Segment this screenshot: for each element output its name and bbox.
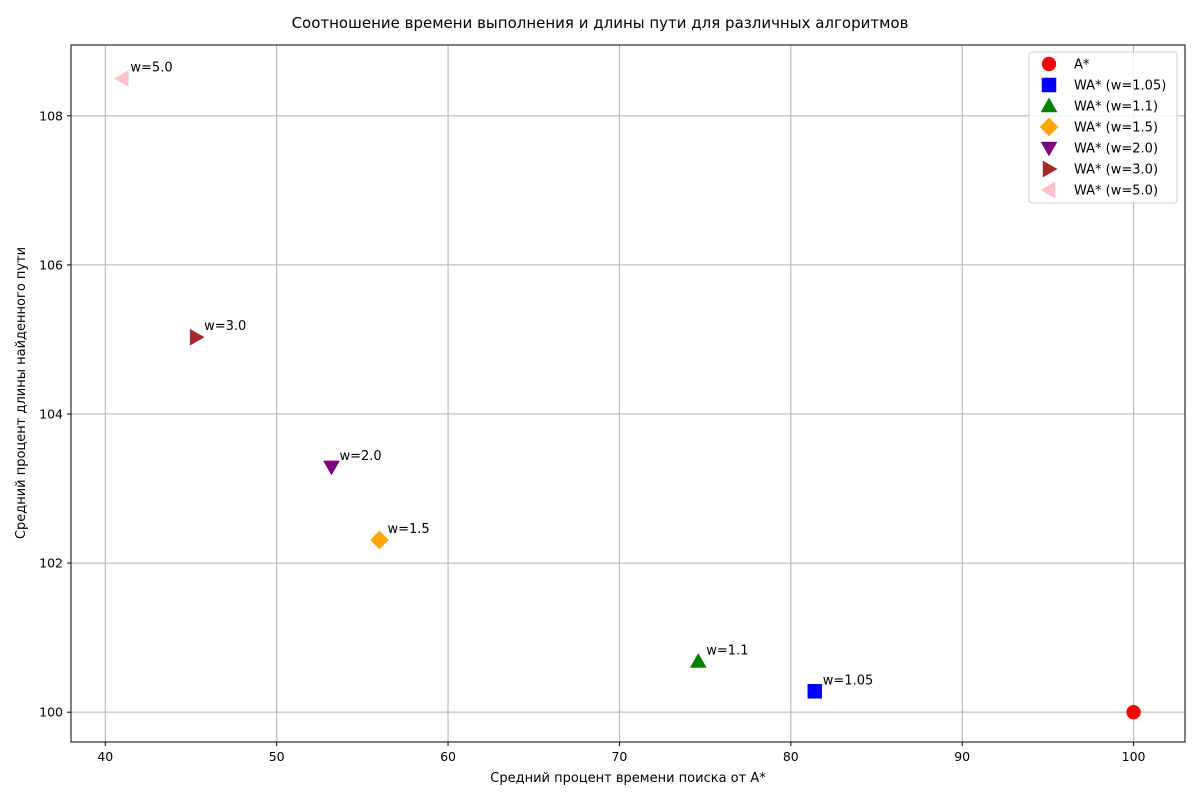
data-point xyxy=(323,460,340,476)
point-annotation: w=1.1 xyxy=(706,643,748,658)
point-annotation: w=1.05 xyxy=(823,673,873,688)
data-point xyxy=(807,684,823,699)
legend-marker xyxy=(1042,160,1058,178)
legend-label: A* xyxy=(1074,58,1090,73)
legend-label: WA* (w=2.0) xyxy=(1074,142,1158,157)
x-tick-label: 100 xyxy=(1122,749,1146,764)
legend-marker xyxy=(1039,117,1059,137)
x-tick-label: 90 xyxy=(954,749,970,764)
grid xyxy=(71,45,1185,742)
point-annotation: w=5.0 xyxy=(130,61,172,76)
legend-marker xyxy=(1040,141,1058,157)
point-annotation: w=1.5 xyxy=(387,522,429,537)
legend-marker xyxy=(1041,56,1057,72)
data-point xyxy=(189,328,205,346)
y-axis-label: Средний процент длины найденного пути xyxy=(14,247,29,539)
point-annotation: w=3.0 xyxy=(204,319,246,334)
y-tick-label: 106 xyxy=(39,257,63,272)
annotations: w=1.05 w=1.1 w=1.5 w=2.0 w=3.0 w=5.0 xyxy=(130,61,873,689)
plot-frame xyxy=(70,44,1186,743)
data-point xyxy=(1126,704,1141,720)
y-tick-label: 108 xyxy=(39,108,63,123)
x-tick-label: 70 xyxy=(611,749,627,764)
data-point xyxy=(370,530,389,550)
chart-title: Соотношение времени выполнения и длины п… xyxy=(292,14,909,32)
x-tick-label: 60 xyxy=(440,749,456,764)
x-tick-label: 50 xyxy=(269,749,285,764)
data-points xyxy=(113,70,1141,720)
x-tick-label: 80 xyxy=(783,749,799,764)
y-axis: 100 102 104 106 108 xyxy=(39,108,71,720)
legend-label: WA* (w=5.0) xyxy=(1074,184,1158,199)
x-axis-label: Средний процент времени поиска от A* xyxy=(490,771,766,786)
data-point xyxy=(689,652,707,668)
y-tick-label: 100 xyxy=(39,705,63,720)
legend-box xyxy=(1028,51,1178,204)
y-tick-label: 104 xyxy=(39,407,63,422)
legend-marker xyxy=(1041,77,1057,93)
data-point xyxy=(113,70,129,87)
legend: A* WA* (w=1.05) WA* (w=1.1) WA* (w=1.5) WA* … xyxy=(1028,51,1178,204)
point-annotation: w=2.0 xyxy=(340,449,382,464)
legend-label: WA* (w=1.1) xyxy=(1074,100,1158,115)
x-axis: 40 50 60 70 80 90 100 xyxy=(97,742,1146,764)
legend-label: WA* (w=1.05) xyxy=(1074,79,1166,94)
legend-label: WA* (w=1.5) xyxy=(1074,121,1158,136)
legend-marker xyxy=(1040,97,1058,113)
legend-marker xyxy=(1040,181,1056,199)
legend-label: WA* (w=3.0) xyxy=(1074,163,1158,178)
y-tick-label: 102 xyxy=(39,556,63,571)
x-tick-label: 40 xyxy=(97,749,113,764)
